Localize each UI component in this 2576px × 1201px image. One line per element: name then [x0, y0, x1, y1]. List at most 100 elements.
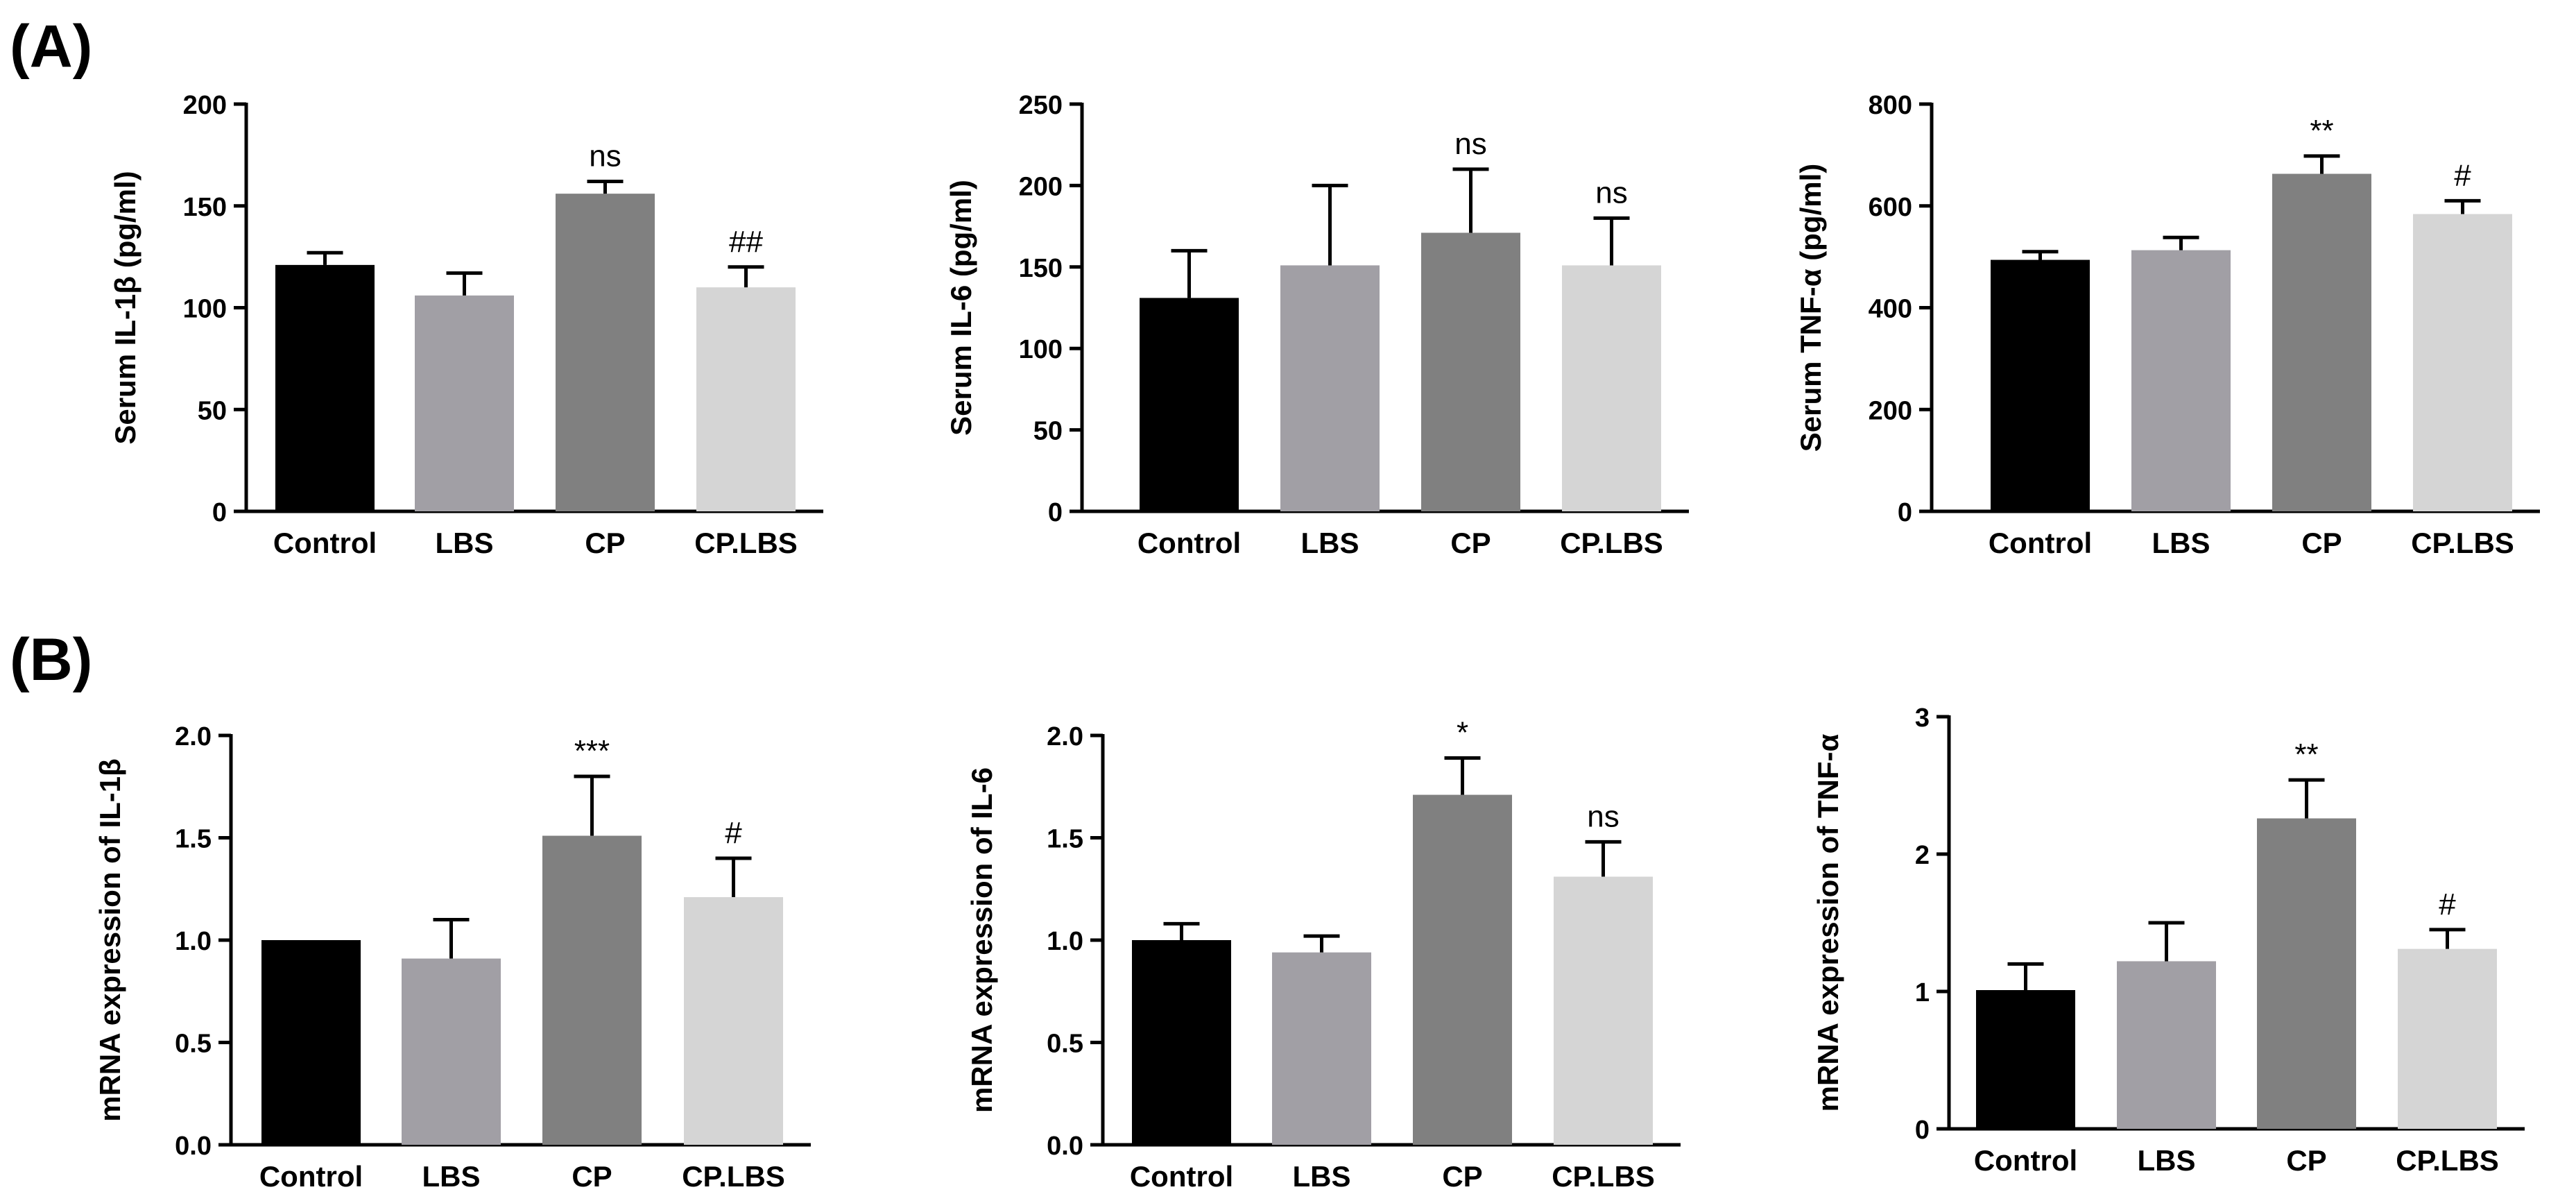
- chart-5-bar-cp-lbs: [1554, 876, 1653, 1145]
- chart-5-significance-label: ns: [1587, 799, 1619, 833]
- chart-3-y-tick-label: 200: [1869, 396, 1912, 425]
- chart-1-y-tick-label: 100: [183, 295, 227, 324]
- chart-1-y-tick-label: 0: [212, 498, 227, 527]
- chart-1-y-tick-label: 200: [183, 91, 227, 120]
- chart-5-y-tick-label: 0.0: [1047, 1132, 1083, 1161]
- chart-2-y-tick-label: 150: [1019, 254, 1063, 283]
- chart-3-bar-cp-lbs: [2413, 214, 2512, 511]
- chart-6-y-tick-label: 0: [1915, 1116, 1930, 1145]
- chart-1-y-axis-label: Serum IL-1β (pg/ml): [109, 171, 141, 444]
- chart-4-category-label: LBS: [422, 1160, 481, 1193]
- chart-4-category-label: Control: [259, 1160, 363, 1193]
- chart-5-bar-lbs: [1272, 952, 1371, 1145]
- chart-4-bar-cp-lbs: [684, 897, 783, 1145]
- panel-label-b: (B): [10, 627, 93, 693]
- chart-4-y-tick-label: 0.0: [175, 1132, 212, 1161]
- chart-6-category-label: CP: [2286, 1144, 2326, 1177]
- chart-6-category-label: LBS: [2138, 1144, 2196, 1177]
- chart-5-category-label: LBS: [1293, 1160, 1351, 1193]
- chart-6-bar-cp-lbs: [2398, 948, 2497, 1129]
- chart-4-bar-lbs: [402, 958, 501, 1145]
- chart-2-category-label: CP.LBS: [1560, 527, 1663, 559]
- chart-5-y-tick-label: 0.5: [1047, 1030, 1083, 1059]
- chart-4-y-axis-label: mRNA expression of IL-1β: [94, 758, 126, 1122]
- chart-3-category-label: LBS: [2152, 527, 2210, 559]
- chart-3-significance-label: **: [2310, 114, 2333, 148]
- chart-5-category-label: Control: [1130, 1160, 1233, 1193]
- chart-1-y-tick-label: 50: [198, 396, 227, 425]
- chart-1-bar-cp: [556, 194, 655, 511]
- chart-3-category-label: Control: [1989, 527, 2092, 559]
- chart-4-y-tick-label: 0.5: [175, 1030, 212, 1059]
- chart-4-category-label: CP.LBS: [682, 1160, 785, 1193]
- chart-2-y-axis-label: Serum IL-6 (pg/ml): [945, 180, 977, 436]
- chart-4-y-tick-label: 1.0: [175, 927, 212, 956]
- chart-3-significance-label: #: [2454, 158, 2471, 192]
- chart-3-category-label: CP.LBS: [2411, 527, 2514, 559]
- chart-6-bar-lbs: [2117, 961, 2216, 1129]
- chart-5-y-tick-label: 2.0: [1047, 722, 1083, 751]
- chart-5-y-tick-label: 1.5: [1047, 825, 1083, 854]
- chart-6-y-tick-label: 2: [1915, 841, 1930, 870]
- chart-2-bar-cp: [1421, 232, 1520, 511]
- chart-6-bar-cp: [2257, 818, 2356, 1129]
- chart-6-y-tick-label: 3: [1915, 704, 1930, 733]
- chart-3-bar-cp: [2272, 173, 2371, 511]
- chart-1-bar-control: [275, 264, 375, 511]
- chart-2-category-label: CP: [1450, 527, 1491, 559]
- chart-1-y-tick-label: 150: [183, 193, 227, 222]
- chart-5-bar-cp: [1413, 794, 1512, 1145]
- chart-2-y-tick-label: 200: [1019, 172, 1063, 201]
- chart-5-category-label: CP: [1442, 1160, 1482, 1193]
- chart-5-category-label: CP.LBS: [1552, 1160, 1655, 1193]
- chart-6-significance-label: #: [2439, 887, 2456, 921]
- chart-6-category-label: Control: [1974, 1144, 2077, 1177]
- chart-3-y-tick-label: 0: [1898, 498, 1912, 527]
- chart-2-bar-control: [1140, 298, 1239, 511]
- chart-4-y-tick-label: 1.5: [175, 825, 212, 854]
- chart-2-bar-lbs: [1280, 265, 1380, 511]
- chart-2-significance-label: ns: [1595, 176, 1627, 210]
- chart-6-y-tick-label: 1: [1915, 978, 1930, 1007]
- chart-3-bar-control: [1991, 259, 2090, 511]
- chart-5-y-axis-label: mRNA expression of IL-6: [965, 767, 998, 1113]
- chart-5-bar-control: [1132, 940, 1231, 1145]
- chart-1-category-label: Control: [273, 527, 377, 559]
- chart-4-bar-control: [261, 940, 361, 1145]
- chart-3-y-tick-label: 400: [1869, 295, 1912, 324]
- chart-1-category-label: LBS: [436, 527, 494, 559]
- chart-4-significance-label: #: [725, 816, 742, 850]
- chart-1-significance-label: ##: [729, 225, 763, 259]
- chart-6-y-axis-label: mRNA expression of TNF-α: [1812, 734, 1844, 1112]
- chart-2-y-tick-label: 50: [1033, 417, 1063, 446]
- chart-2-category-label: Control: [1137, 527, 1241, 559]
- chart-2-category-label: LBS: [1301, 527, 1359, 559]
- chart-1-category-label: CP.LBS: [694, 527, 798, 559]
- chart-2-bar-cp-lbs: [1562, 265, 1661, 511]
- chart-2-y-tick-label: 100: [1019, 335, 1063, 364]
- chart-4-y-tick-label: 2.0: [175, 722, 212, 751]
- chart-3-category-label: CP: [2301, 527, 2342, 559]
- chart-4-significance-label: ***: [574, 734, 610, 768]
- chart-6-significance-label: **: [2294, 738, 2318, 772]
- chart-2-y-tick-label: 250: [1019, 91, 1063, 120]
- chart-1-category-label: CP: [585, 527, 625, 559]
- chart-2-significance-label: ns: [1454, 127, 1486, 161]
- chart-1-significance-label: ns: [589, 139, 621, 173]
- panel-label-a: (A): [10, 13, 93, 80]
- chart-3-bar-lbs: [2131, 250, 2231, 511]
- chart-5-y-tick-label: 1.0: [1047, 927, 1083, 956]
- chart-6-bar-control: [1976, 990, 2075, 1129]
- chart-4-category-label: CP: [572, 1160, 612, 1193]
- chart-4-bar-cp: [542, 835, 642, 1145]
- chart-3-y-axis-label: Serum TNF-α (pg/ml): [1794, 164, 1827, 452]
- chart-6-category-label: CP.LBS: [2396, 1144, 2499, 1177]
- chart-5-significance-label: *: [1457, 715, 1468, 749]
- chart-1-bar-lbs: [415, 295, 514, 511]
- chart-3-y-tick-label: 600: [1869, 193, 1912, 222]
- chart-1-bar-cp-lbs: [696, 287, 796, 511]
- chart-3-y-tick-label: 800: [1869, 91, 1912, 120]
- chart-2-y-tick-label: 0: [1048, 498, 1063, 527]
